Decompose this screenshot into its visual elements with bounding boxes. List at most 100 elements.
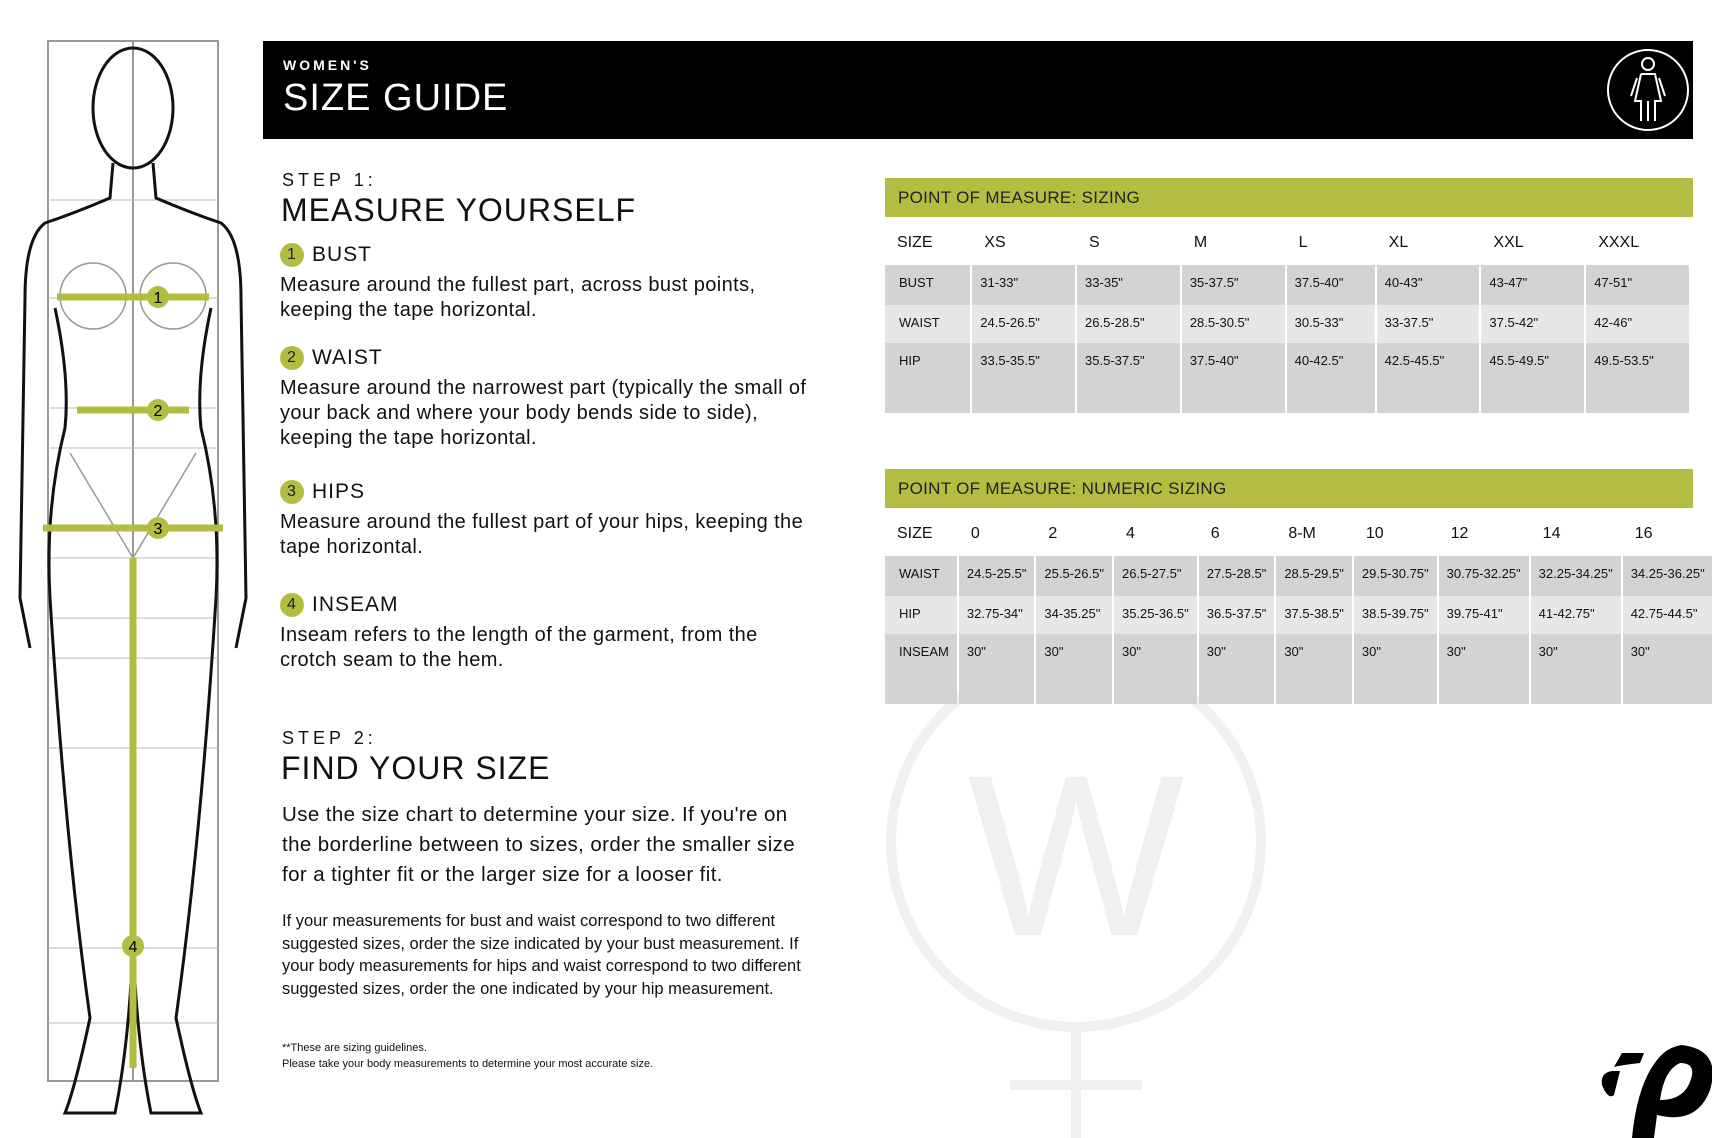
bust-number: 1	[280, 243, 304, 268]
watermark-logo: W	[886, 690, 1266, 1138]
header-subtitle: WOMEN'S	[283, 57, 372, 73]
table-cell: 24.5-25.5"	[958, 556, 1035, 596]
measure-hips: 3 HIPS Measure around the fullest part of…	[280, 480, 820, 560]
table-cell: 33-35"	[1077, 265, 1180, 305]
table-cell: 42.5-45.5"	[1376, 343, 1480, 413]
size-header-cell: 0	[970, 525, 980, 542]
size-header-cell: S	[1089, 234, 1100, 251]
table-cell: 47-51"	[1586, 265, 1689, 305]
table-cell: 34-35.25"	[1036, 596, 1112, 634]
size-header-cell: 10	[1365, 525, 1384, 542]
size-header-row: SIZE XS S M L XL XXL XXXL	[885, 221, 1689, 265]
table-row: WAIST 24.5-25.5" 25.5-26.5" 26.5-27.5" 27.5-…	[885, 556, 1712, 596]
table-cell: 35-37.5"	[1181, 265, 1285, 305]
size-header-cell: 8-M	[1288, 525, 1316, 542]
table-cell: 37.5-38.5"	[1276, 596, 1352, 634]
waist-number: 2	[280, 346, 304, 371]
size-header-cell: 14	[1542, 525, 1561, 542]
page-title: SIZE GUIDE	[283, 77, 509, 119]
inseam-number: 4	[280, 593, 304, 618]
table-cell: 49.5-53.5"	[1586, 343, 1689, 413]
size-header-cell: 12	[1450, 525, 1469, 542]
brand-logo	[1601, 1045, 1712, 1138]
step2-label: STEP 2:	[282, 728, 377, 748]
table-row: WAIST 24.5-26.5" 26.5-28.5" 28.5-30.5" 30.5-…	[885, 305, 1689, 343]
inseam-text: Inseam refers to the length of the garme…	[280, 624, 758, 672]
table-cell: 45.5-49.5"	[1481, 343, 1585, 413]
size-header-cell: XXL	[1493, 234, 1524, 251]
table-cell: 37.5-42"	[1481, 305, 1585, 343]
step1-label: STEP 1:	[282, 170, 377, 190]
row-label: HIP	[885, 343, 971, 413]
table-cell: 29.5-30.75"	[1353, 556, 1437, 596]
table-cell: 42.75-44.5"	[1622, 596, 1712, 634]
table-cell: 32.25-34.25"	[1530, 556, 1621, 596]
table-cell: 35.25-36.5"	[1113, 596, 1197, 634]
sizing-table: POINT OF MEASURE: SIZING SIZE XS S M L XL XXL X…	[885, 178, 1693, 413]
table-cell: 30"	[1438, 634, 1529, 704]
numeric-table-title: POINT OF MEASURE: NUMERIC SIZING	[885, 469, 1693, 508]
table-cell: 30"	[1036, 634, 1112, 704]
table-cell: 30"	[1198, 634, 1275, 704]
table-cell: 28.5-30.5"	[1181, 305, 1285, 343]
table-cell: 41-42.75"	[1530, 596, 1621, 634]
step2-intro: Use the size chart to determine your siz…	[282, 803, 796, 886]
hips-text: Measure around the fullest part of your …	[280, 511, 804, 559]
numeric-sizing-table: POINT OF MEASURE: NUMERIC SIZING SIZE 0 2 4…	[885, 469, 1712, 704]
measure-inseam: 4 INSEAM Inseam refers to the length of t…	[280, 593, 820, 673]
guideline-note: **These are sizing guidelines.	[282, 1042, 427, 1054]
table-cell: 31-33"	[972, 265, 1076, 305]
step2-detail: If your measurements for bust and waist …	[282, 912, 801, 998]
table-cell: 30.75-32.25"	[1438, 556, 1529, 596]
header-banner: WOMEN'S SIZE GUIDE	[263, 41, 1693, 139]
table-cell: 36.5-37.5"	[1198, 596, 1275, 634]
measure-bust: 1 BUST Measure around the fullest part, a…	[280, 243, 820, 323]
table-cell: 35.5-37.5"	[1077, 343, 1180, 413]
inseam-heading: INSEAM	[312, 593, 399, 616]
table-cell: 38.5-39.75"	[1353, 596, 1437, 634]
table-cell: 34.25-36.25"	[1622, 556, 1712, 596]
sizing-table-title: POINT OF MEASURE: SIZING	[885, 178, 1693, 217]
watermark-letter: W	[967, 727, 1184, 984]
woman-figure-icon	[1607, 49, 1689, 131]
size-header-cell: 16	[1634, 525, 1653, 542]
row-label: WAIST	[885, 556, 957, 596]
table-cell: 32.75-34"	[958, 596, 1035, 634]
table-row: HIP 32.75-34" 34-35.25" 35.25-36.5" 36.5-37.…	[885, 596, 1712, 634]
step2-title: FIND YOUR SIZE	[281, 750, 551, 786]
size-header-row: SIZE 0 2 4 6 8-M 10 12 14 16	[885, 512, 1712, 556]
table-cell: 42-46"	[1586, 305, 1689, 343]
table-cell: 37.5-40"	[1181, 343, 1285, 413]
size-header-cell: L	[1298, 234, 1308, 251]
size-header-cell: 6	[1210, 525, 1220, 542]
size-header-cell: XS	[984, 234, 1006, 251]
table-cell: 30.5-33"	[1286, 305, 1375, 343]
table-cell: 30"	[958, 634, 1035, 704]
size-header-cell: SIZE	[897, 234, 933, 251]
size-header-cell: 4	[1125, 525, 1135, 542]
marker-3: 3	[154, 521, 163, 538]
table-cell: 30"	[1113, 634, 1197, 704]
guideline-note-2: Please take your body measurements to de…	[282, 1058, 654, 1070]
waist-heading: WAIST	[312, 346, 383, 369]
size-header-cell: SIZE	[897, 525, 933, 542]
table-row: BUST 31-33" 33-35" 35-37.5" 37.5-40" 40-43" 43…	[885, 265, 1689, 305]
table-cell: 26.5-28.5"	[1077, 305, 1180, 343]
row-label: INSEAM	[885, 634, 957, 704]
table-cell: 30"	[1276, 634, 1352, 704]
table-row: HIP 33.5-35.5" 35.5-37.5" 37.5-40" 40-42.5" 4…	[885, 343, 1689, 413]
table-cell: 26.5-27.5"	[1113, 556, 1197, 596]
table-cell: 40-43"	[1376, 265, 1480, 305]
row-label: HIP	[885, 596, 957, 634]
table-cell: 27.5-28.5"	[1198, 556, 1275, 596]
table-cell: 33-37.5"	[1376, 305, 1480, 343]
step1-title: MEASURE YOURSELF	[281, 192, 637, 228]
hips-number: 3	[280, 480, 304, 505]
table-cell: 33.5-35.5"	[972, 343, 1076, 413]
waist-text: Measure around the narrowest part (typic…	[280, 377, 807, 450]
table-cell: 30"	[1353, 634, 1437, 704]
row-label: BUST	[885, 265, 971, 305]
table-cell: 28.5-29.5"	[1276, 556, 1352, 596]
table-cell: 40-42.5"	[1286, 343, 1375, 413]
table-cell: 37.5-40"	[1286, 265, 1375, 305]
